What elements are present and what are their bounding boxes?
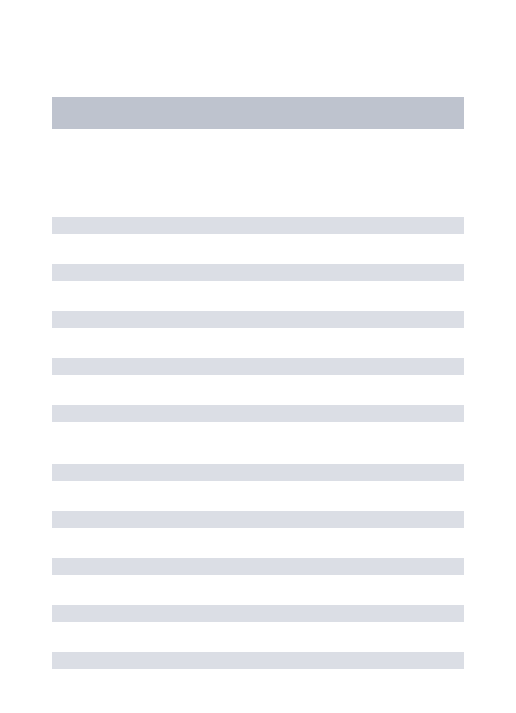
skeleton-line — [52, 511, 464, 528]
skeleton-line — [52, 464, 464, 481]
skeleton-line — [52, 405, 464, 422]
skeleton-line — [52, 652, 464, 669]
skeleton-line — [52, 264, 464, 281]
skeleton-line — [52, 558, 464, 575]
skeleton-line — [52, 311, 464, 328]
skeleton-line — [52, 358, 464, 375]
skeleton-line — [52, 217, 464, 234]
skeleton-line — [52, 605, 464, 622]
skeleton-header — [52, 97, 464, 129]
